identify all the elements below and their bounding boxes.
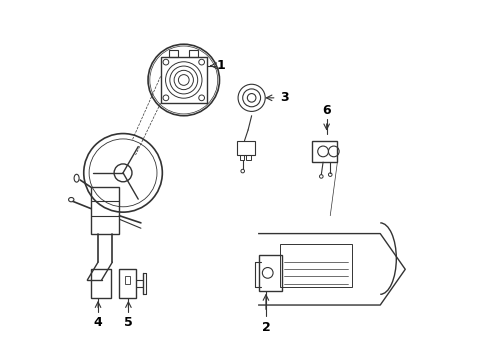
Bar <box>246 155 250 160</box>
Text: 6: 6 <box>322 104 330 117</box>
Bar <box>119 269 135 298</box>
Text: 1: 1 <box>217 59 225 72</box>
Bar <box>312 141 337 162</box>
Bar <box>240 155 244 160</box>
Text: 2: 2 <box>261 321 270 334</box>
Bar <box>169 50 178 58</box>
Bar <box>280 244 351 287</box>
Bar <box>258 255 282 291</box>
Bar <box>91 269 110 298</box>
Text: 4: 4 <box>94 316 102 329</box>
Bar <box>237 141 255 155</box>
Bar <box>124 276 130 284</box>
Text: 3: 3 <box>280 91 288 104</box>
Bar <box>160 57 206 103</box>
Polygon shape <box>258 234 405 305</box>
Bar <box>189 50 198 58</box>
Bar <box>91 187 119 234</box>
Text: 5: 5 <box>124 316 133 329</box>
